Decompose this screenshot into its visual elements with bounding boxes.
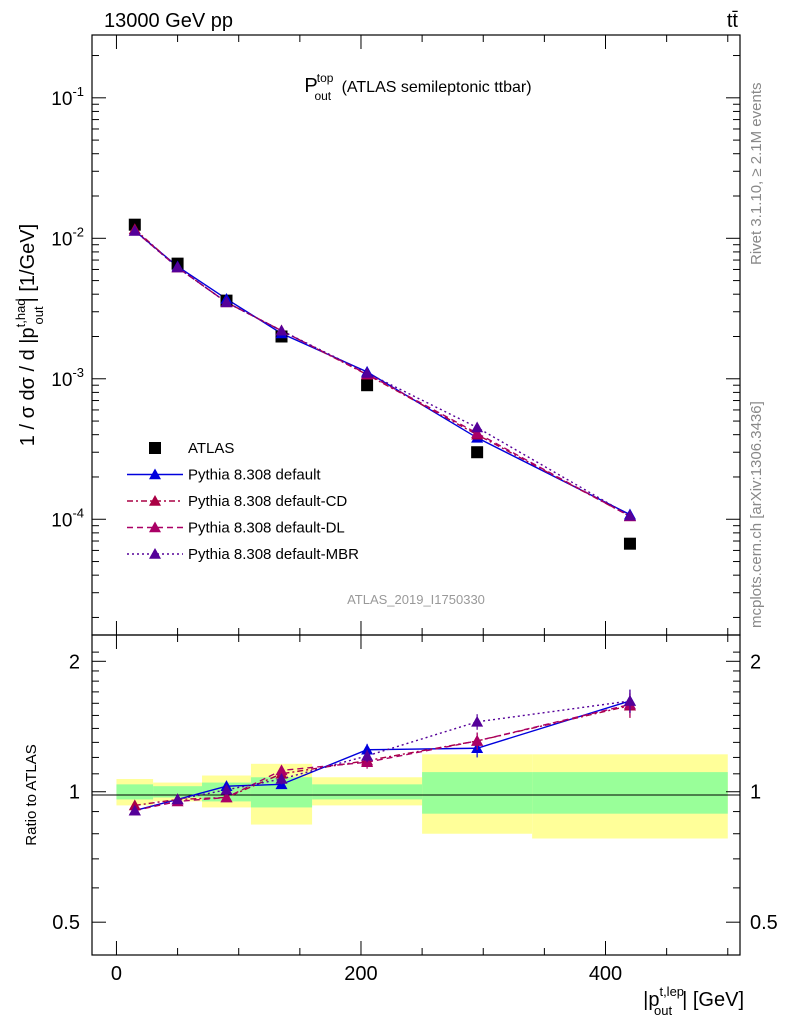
data-point-triangle xyxy=(471,427,484,438)
band-inner xyxy=(116,784,154,800)
data-point-triangle xyxy=(471,421,484,433)
y-tick-label: 10-1 xyxy=(51,84,84,110)
x-tick-label: 400 xyxy=(589,963,622,985)
y-tick-label: 10-3 xyxy=(51,365,84,391)
ratio-uncertainty-bands xyxy=(116,754,728,839)
band-inner xyxy=(532,772,728,814)
ratio-axis-ticks: 0.5 0.5 1 1 2 2 0 200 400 xyxy=(52,635,778,985)
data-point-triangle xyxy=(128,224,141,236)
ratio-y-tick-label-right: 2 xyxy=(750,651,761,673)
legend-marker xyxy=(149,442,161,454)
data-point-square xyxy=(623,537,636,550)
energy-label: 13000 GeV pp xyxy=(104,10,233,32)
legend: ATLAS Pythia 8.308 default Pythia 8.308 de… xyxy=(127,440,359,563)
tick-exponent: -4 xyxy=(72,505,84,520)
ratio-y-tick-label-right: 0.5 xyxy=(750,912,778,934)
legend-entry: ATLAS xyxy=(188,440,234,457)
main-title: Ptop out (ATLAS semileptonic ttbar) xyxy=(304,71,531,103)
legend-marker xyxy=(149,468,161,480)
ratio-ylabel: Ratio to ATLAS xyxy=(23,744,40,845)
ratio-point xyxy=(220,783,233,795)
legend-entry: Pythia 8.308 default-CD xyxy=(188,493,347,510)
ratio-xlabel: |pt,lep out | [GeV] xyxy=(643,984,744,1018)
ratio-y-tick-label: 1 xyxy=(69,782,80,804)
data-point-triangle xyxy=(623,509,636,521)
ratio-frame xyxy=(91,634,741,956)
ratio-y-tick-label: 0.5 xyxy=(52,912,80,934)
ratio-point xyxy=(220,791,233,803)
ratio-point xyxy=(275,773,288,784)
rivet-label: Rivet 3.1.10, ≥ 2.1M events xyxy=(748,83,765,266)
legend-marker xyxy=(149,521,161,533)
band-inner xyxy=(312,784,423,800)
analysis-id: ATLAS_2019_I1750330 xyxy=(347,592,485,607)
ratio-point xyxy=(623,694,636,706)
tick-exponent: -2 xyxy=(72,224,84,239)
ratio-point xyxy=(171,793,184,805)
data-point-square xyxy=(361,379,374,392)
main-panel: 10-410-310-210-1 Ptop out (ATLAS semilept… xyxy=(13,34,741,636)
tick-exponent: -1 xyxy=(72,84,84,99)
main-axis-ticks: 10-410-310-210-1 xyxy=(51,35,740,635)
tick-base: 10 xyxy=(51,89,72,110)
ratio-point xyxy=(361,749,374,761)
tick-base: 10 xyxy=(51,510,72,531)
main-ylabel: 1 / σ dσ / d |pt,had out| [1/GeV] xyxy=(13,224,46,446)
process-label: tt̄ xyxy=(727,10,739,32)
mcplots-label: mcplots.cern.ch [arXiv:1306.3436] xyxy=(748,401,765,628)
data-point-triangle xyxy=(220,296,233,308)
data-point-triangle xyxy=(171,261,184,273)
tick-base: 10 xyxy=(51,229,72,250)
ratio-point xyxy=(128,804,141,816)
x-tick-label: 200 xyxy=(344,963,377,985)
band-inner xyxy=(422,772,533,814)
ratio-y-tick-label: 2 xyxy=(69,651,80,673)
ratio-point xyxy=(361,743,374,755)
data-point-square xyxy=(471,446,484,459)
ratio-marks xyxy=(128,689,636,816)
ratio-panel: 0.5 0.5 1 1 2 2 0 200 400 Ratio to ATLAS |pt,lep… xyxy=(23,634,778,1018)
tick-base: 10 xyxy=(51,370,72,391)
legend-marker xyxy=(149,548,161,559)
data-point-triangle xyxy=(275,324,288,336)
ratio-point xyxy=(275,764,288,776)
ratio-y-tick-label-right: 1 xyxy=(750,782,761,804)
ratio-point xyxy=(471,715,484,727)
y-tick-label: 10-2 xyxy=(51,224,84,250)
y-tick-label: 10-4 xyxy=(51,505,84,531)
band-inner xyxy=(153,786,203,798)
legend-entry: Pythia 8.308 default-MBR xyxy=(188,546,359,563)
main-frame xyxy=(91,34,741,636)
data-point-triangle xyxy=(361,366,374,378)
legend-entry: Pythia 8.308 default xyxy=(188,467,321,484)
tick-exponent: -3 xyxy=(72,365,84,380)
ratio-point xyxy=(471,734,484,746)
main-marks xyxy=(128,218,636,550)
legend-entry: Pythia 8.308 default-DL xyxy=(188,520,345,537)
x-tick-label: 0 xyxy=(111,963,122,985)
legend-marker xyxy=(149,495,161,506)
